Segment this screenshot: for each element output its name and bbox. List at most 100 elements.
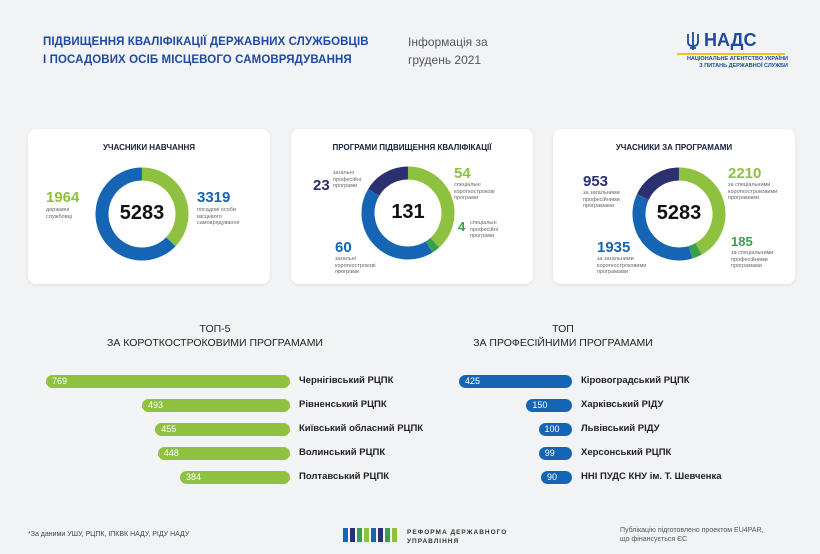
bar xyxy=(538,447,572,460)
bar xyxy=(46,375,290,388)
label-line: програмами xyxy=(597,269,628,275)
label-line: спеціальні xyxy=(454,182,481,188)
donut-chart-participants xyxy=(95,167,189,261)
footer-note: *За даними УШУ, РЦПК, ІПКВК НАДУ, РІДУ Н… xyxy=(28,531,190,538)
label-special-short: спеціальні короткострокові програми xyxy=(454,182,495,202)
donut-slice xyxy=(636,167,680,201)
bar-category-label: Волинський РЦПК xyxy=(299,447,386,458)
bar-category-label: Харківський РІДУ xyxy=(581,399,664,410)
donut-slice xyxy=(141,167,189,247)
bar xyxy=(142,399,290,412)
label-line: програми xyxy=(335,269,360,275)
bar-category-label: Чернігівський РЦПК xyxy=(299,375,394,386)
reform-logo-bars-icon xyxy=(343,528,397,542)
value-special-short: 54 xyxy=(454,165,471,182)
bar-value-label: 448 xyxy=(163,448,179,458)
credit-line-1: Публікацію підготовлено проектом EU4PAR, xyxy=(620,527,764,534)
label-line: спеціальні xyxy=(470,220,497,226)
bar-category-label: Рівненський РЦПК xyxy=(299,399,387,410)
label-line: за спеціальними xyxy=(728,182,771,188)
donut-total: 5283 xyxy=(656,202,702,224)
donut-total: 131 xyxy=(391,201,425,223)
reform-text: РЕФОРМА ДЕРЖАВНОГО УПРАВЛІННЯ xyxy=(407,528,507,546)
donut-slice xyxy=(361,188,433,260)
value-general-short: 1935 xyxy=(597,239,631,256)
label-line: короткострокові xyxy=(454,188,495,195)
heading-line-1: ТОП-5 xyxy=(199,323,231,335)
label-line: програми xyxy=(333,183,358,189)
donut-slice xyxy=(95,167,176,261)
bar-value-label: 150 xyxy=(532,400,548,410)
label-line: загальні xyxy=(335,256,356,262)
heading-line-2: ЗА ПРОФЕСІЙНИМИ ПРОГРАМАМИ xyxy=(473,337,653,349)
label-line: програмами xyxy=(728,195,759,201)
card-participants-by-program: УЧАСНИКИ ЗА ПРОГРАМАМИ 5283 2210 за спец… xyxy=(553,129,795,284)
logo-text: НАДС xyxy=(704,30,757,50)
label-line: програмами xyxy=(731,263,762,269)
title-line-1: ПІДВИЩЕННЯ КВАЛІФІКАЦІЇ ДЕРЖАВНИХ СЛУЖБО… xyxy=(43,36,369,48)
label-general-prof: за загальними професійними програмами xyxy=(583,190,620,210)
donut-slice xyxy=(407,166,455,248)
label-line: професійні xyxy=(333,176,361,183)
bar-value-label: 493 xyxy=(148,400,164,410)
page-title: ПІДВИЩЕННЯ КВАЛІФІКАЦІЇ ДЕРЖАВНИХ СЛУЖБО… xyxy=(43,33,369,69)
label-line: програми xyxy=(454,195,479,201)
logo-subtitle: НАЦІОНАЛЬНЕ АГЕНТСТВО УКРАЇНИ З ПИТАНЬ Д… xyxy=(672,56,788,70)
label-local-officials: посадові особи місцевого самоврядування xyxy=(197,207,239,227)
label-line: професійні xyxy=(470,226,498,233)
label-line: професійними xyxy=(731,256,768,263)
top-prof-heading: ТОП ЗА ПРОФЕСІЙНИМИ ПРОГРАМАМИ xyxy=(408,322,718,350)
info-line-2: грудень 2021 xyxy=(408,53,482,67)
bar-category-label: Полтавський РЦПК xyxy=(299,471,390,482)
bar-category-label: Київський обласний РЦПК xyxy=(299,423,424,434)
label-line: професійними xyxy=(583,196,620,203)
donut-total: 5283 xyxy=(119,202,165,224)
value-local-officials: 3319 xyxy=(197,189,231,206)
label-line: загальні xyxy=(333,170,354,176)
nads-logo: НАДС НАЦІОНАЛЬНЕ АГЕНТСТВО УКРАЇНИ З ПИТ… xyxy=(672,28,788,88)
title-line-2: І ПОСАДОВИХ ОСІБ МІСЦЕВОГО САМОВРЯДУВАНН… xyxy=(43,54,352,66)
label-line: короткострокові xyxy=(335,262,376,269)
donut-slice xyxy=(678,167,726,255)
value-civil-servants: 1964 xyxy=(46,189,80,206)
bar xyxy=(157,447,290,460)
reform-line-1: РЕФОРМА ДЕРЖАВНОГО xyxy=(407,529,508,536)
value-general-prof: 23 xyxy=(313,177,330,194)
bar-category-label: Львівський РІДУ xyxy=(581,423,660,434)
bar-value-label: 384 xyxy=(186,472,202,482)
reform-line-2: УПРАВЛІННЯ xyxy=(407,538,460,545)
bar-value-label: 100 xyxy=(544,424,560,434)
label-special-short: за спеціальними короткостроковими програ… xyxy=(728,182,777,202)
bar xyxy=(155,423,290,436)
card-title: ПРОГРАМИ ПІДВИЩЕННЯ КВАЛІФІКАЦІЇ xyxy=(332,143,492,152)
label-line: службовці xyxy=(46,213,73,220)
label-line: програмами xyxy=(583,203,614,209)
label-general-prof: загальні професійні програми xyxy=(333,170,361,190)
card-title: УЧАСНИКИ НАВЧАННЯ xyxy=(102,143,196,152)
footer-credit: Публікацію підготовлено проектом EU4PAR,… xyxy=(620,526,763,544)
value-general-short: 60 xyxy=(335,239,352,256)
info-line-1: Інформація за xyxy=(408,35,488,49)
logo-sub-2: З ПИТАНЬ ДЕРЖАВНОЇ СЛУЖБИ xyxy=(699,63,788,69)
donut-slice xyxy=(688,243,702,259)
donut-chart-programs xyxy=(361,166,455,260)
card-participants: УЧАСНИКИ НАВЧАННЯ 5283 1964 державні слу… xyxy=(28,129,270,284)
bar-category-label: Кіровоградський РЦПК xyxy=(581,375,690,386)
label-special-prof: за спеціальними професійними програмами xyxy=(731,250,773,270)
label-line: короткостроковими xyxy=(597,262,647,269)
logo-divider xyxy=(677,53,785,55)
label-line: посадові особи xyxy=(197,207,236,213)
label-general-short: за загальними короткостроковими програма… xyxy=(597,256,646,276)
donut-slice xyxy=(425,237,440,253)
heading-line-2: ЗА КОРОТКОСТРОКОВИМИ ПРОГРАМАМИ xyxy=(107,337,323,349)
heading-line-1: ТОП xyxy=(552,323,574,335)
bar xyxy=(180,471,290,484)
value-special-prof: 4 xyxy=(458,219,466,234)
label-special-prof: спеціальні професійні програми xyxy=(470,220,498,240)
bar xyxy=(538,423,572,436)
donut-slice xyxy=(368,166,409,196)
label-line: місцевого xyxy=(197,213,222,220)
label-civil-servants: державні службовці xyxy=(46,207,72,220)
trident-icon xyxy=(687,32,699,50)
bar xyxy=(541,471,572,484)
